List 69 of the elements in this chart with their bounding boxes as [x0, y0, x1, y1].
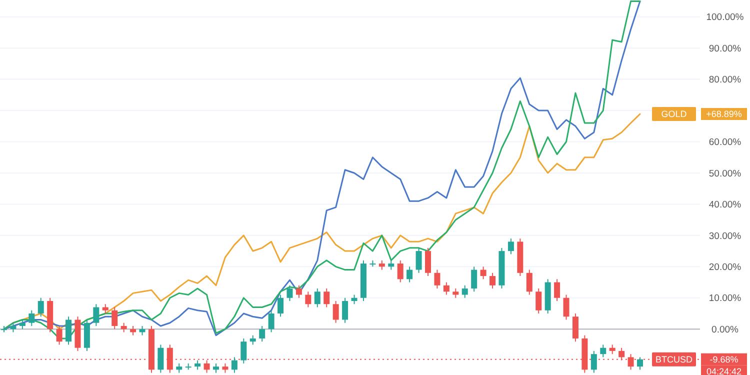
- candlestick: [158, 344, 164, 374]
- candlestick: [93, 304, 100, 326]
- y-tick-label: 50.00%: [708, 168, 742, 180]
- text: +68.89%: [706, 109, 742, 120]
- candlestick: [563, 294, 570, 320]
- candlestick: [305, 291, 312, 308]
- candlestick: [38, 297, 44, 318]
- series-label: BTCUSD: [655, 354, 693, 364]
- y-tick-label: 0.00%: [712, 324, 740, 336]
- candlestick: [536, 288, 542, 314]
- candlestick: [462, 284, 468, 298]
- y-tick-label: 40.00%: [708, 200, 742, 211]
- candlestick: [176, 362, 182, 374]
- candlestick: [637, 356, 643, 370]
- text: GOLD: [661, 109, 688, 120]
- candlestick: [314, 288, 320, 308]
- candlestick: [28, 310, 35, 326]
- candlestick: [194, 360, 201, 370]
- candlestick: [480, 266, 486, 280]
- candlestick: [56, 325, 62, 346]
- candlestick: [213, 362, 219, 374]
- candlestick: [388, 260, 394, 270]
- candlestick: [572, 312, 578, 342]
- candlestick: [490, 272, 496, 290]
- text: 04:24:42: [706, 366, 742, 375]
- candlestick: [471, 266, 478, 292]
- y-tick-label: 20.00%: [708, 262, 742, 273]
- candlestick: [130, 325, 136, 336]
- candlestick: [342, 297, 348, 324]
- candlestick: [268, 310, 274, 333]
- candlestick: [278, 294, 284, 318]
- candlestick: [416, 247, 422, 274]
- candlestick: [112, 306, 118, 330]
- candlestick: [443, 282, 450, 296]
- candlestick: [222, 362, 228, 374]
- candlestick: [324, 288, 330, 308]
- text: -9.68%: [710, 354, 738, 364]
- y-tick-label: 60.00%: [708, 137, 742, 148]
- y-tick-label: 80.00%: [708, 74, 742, 86]
- candlestick: [508, 238, 514, 255]
- candlestick: [600, 344, 606, 358]
- candlestick: [240, 338, 247, 364]
- candlestick: [332, 300, 339, 324]
- candlestick: [19, 319, 26, 330]
- candlestick: [406, 266, 413, 283]
- candlestick: [259, 325, 266, 342]
- y-tick-label: 90.00%: [708, 43, 742, 54]
- y-tick-label: 10.00%: [708, 293, 742, 304]
- candlestick: [139, 325, 146, 336]
- candlestick: [590, 350, 597, 374]
- y-tick-label: 100.00%: [706, 12, 744, 24]
- candlestick: [231, 356, 238, 374]
- candlestick: [452, 288, 459, 298]
- candlestick: [425, 247, 431, 277]
- candlestick: [378, 260, 385, 270]
- candlestick: [120, 322, 127, 333]
- candlestick: [609, 344, 616, 355]
- candlestick: [10, 322, 16, 333]
- candlestick: [351, 294, 358, 305]
- candlestick: [250, 334, 256, 346]
- candlestick: [66, 316, 72, 346]
- y-tick-label: 30.00%: [708, 230, 742, 242]
- candlestick: [397, 260, 404, 283]
- candlestick: [296, 284, 302, 298]
- candlestick: [554, 278, 560, 302]
- candlestick: [526, 269, 532, 296]
- candlestick: [286, 284, 293, 302]
- candlestick: [434, 269, 440, 290]
- candlestick: [102, 304, 108, 314]
